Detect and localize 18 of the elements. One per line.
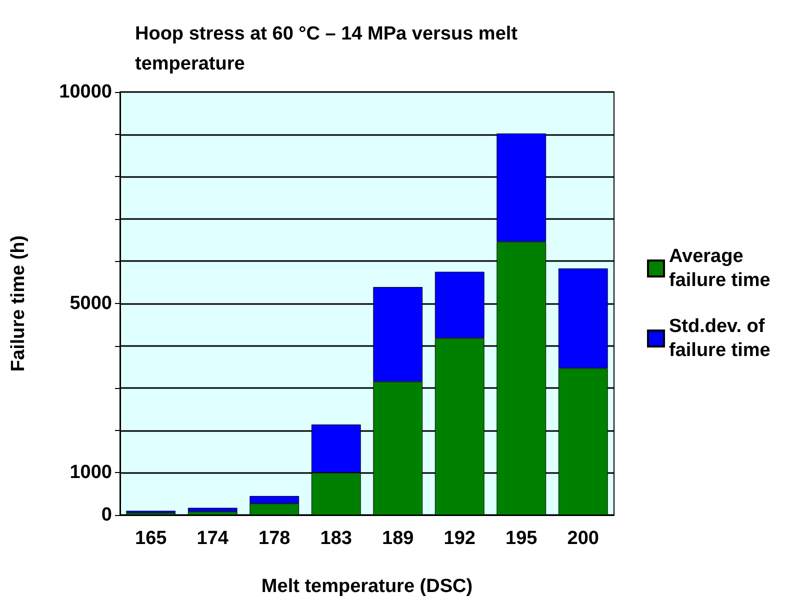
x-tick-label: 192 [444,528,476,549]
y-tick-label: 0 [101,504,112,526]
x-tick-label: 165 [135,528,168,549]
x-axis-title: Melt temperature (DSC) [261,576,473,597]
legend-label: Std.dev. of failure time [669,316,770,361]
x-tick-label: 174 [196,528,229,549]
chart-title: Hoop stress at 60 °C – 14 MPa versus melt temperature [135,24,523,74]
x-tick-label: 178 [258,528,290,549]
y-tick-label: 10000 [59,82,112,102]
x-tick-label: 200 [567,528,599,549]
x-tick-label: 189 [382,528,414,549]
x-tick-label: 183 [320,528,352,549]
y-tick-label: 1000 [70,462,112,484]
y-tick-label: 5000 [70,293,112,314]
bar [188,508,238,512]
legend-label: Average failure time [669,246,770,291]
x-tick-label: 195 [506,528,538,549]
y-axis-title: Failure time (h) [8,235,29,372]
